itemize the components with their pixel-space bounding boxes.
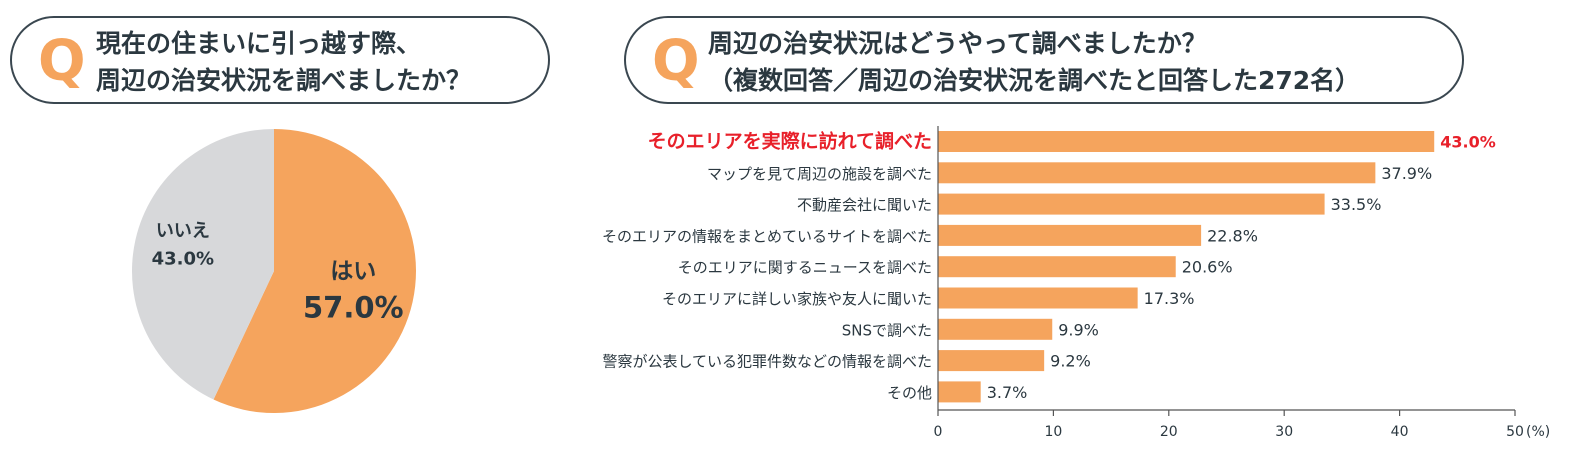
pie-slice-label: はい	[330, 258, 376, 284]
bar	[938, 162, 1376, 184]
x-tick-label: 50	[1506, 424, 1524, 440]
left-question-text: 現在の住まいに引っ越す際、 周辺の治安状況を調べましたか？	[96, 25, 471, 99]
value-label: 17.3%	[1144, 289, 1195, 308]
value-label: 9.2%	[1050, 352, 1091, 371]
value-label: 22.8%	[1207, 226, 1258, 245]
category-label: そのエリアに関するニュースを調べた	[678, 259, 932, 277]
value-label: 20.6%	[1182, 258, 1233, 277]
category-label: そのエリアの情報をまとめているサイトを調べた	[602, 227, 932, 245]
x-unit-label: (%)	[1526, 424, 1550, 440]
category-label: そのエリアを実際に訪れて調べた	[648, 130, 932, 153]
pie-slice-value: 57.0%	[303, 290, 404, 324]
bar	[938, 287, 1138, 309]
pie-slice-label: いいえ	[156, 220, 210, 241]
bar	[938, 193, 1325, 215]
bar	[938, 318, 1053, 340]
right-question-text: 周辺の治安状況はどうやって調べましたか？ （複数回答／周辺の治安状況を調べたと回…	[708, 25, 1360, 99]
category-label: 不動産会社に聞いた	[797, 196, 932, 214]
bar	[938, 224, 1202, 246]
category-label: そのエリアに詳しい家族や友人に聞いた	[662, 290, 932, 308]
bar	[938, 256, 1176, 278]
right-question-line2: （複数回答／周辺の治安状況を調べたと回答した272名）	[708, 66, 1361, 95]
bar	[938, 350, 1045, 372]
x-tick-label: 30	[1275, 424, 1293, 440]
category-label: 警察が公表している犯罪件数などの情報を調べた	[602, 353, 932, 371]
pie-chart: はい 57.0% いいえ 43.0%	[132, 129, 417, 413]
value-label: 3.7%	[987, 383, 1028, 402]
category-label: その他	[887, 384, 932, 402]
bar	[938, 131, 1435, 152]
right-question-box: Q 周辺の治安状況はどうやって調べましたか？ （複数回答／周辺の治安状況を調べた…	[624, 16, 1464, 104]
left-question-line2: 周辺の治安状況を調べましたか？	[96, 66, 472, 95]
left-question-box: Q 現在の住まいに引っ越す際、 周辺の治安状況を調べましたか？	[10, 16, 550, 104]
value-label: 33.5%	[1331, 195, 1382, 214]
category-label: SNSで調べた	[842, 321, 932, 339]
left-question-line1: 現在の住まいに引っ越す際、	[96, 29, 422, 58]
x-tick-label: 40	[1391, 424, 1409, 440]
pie-slice-0	[213, 129, 417, 413]
value-label: 43.0%	[1440, 133, 1496, 152]
q-mark-icon: Q	[652, 29, 700, 94]
bar	[938, 381, 981, 403]
x-tick-label: 20	[1160, 424, 1178, 440]
pie-slice-1	[132, 129, 274, 400]
q-mark-icon: Q	[38, 29, 86, 94]
value-label: 9.9%	[1058, 320, 1099, 339]
x-tick-label: 0	[934, 424, 943, 440]
pie-slice-value: 43.0%	[152, 248, 214, 269]
category-label: マップを見て周辺の施設を調べた	[707, 165, 932, 183]
value-label: 37.9%	[1381, 164, 1432, 183]
right-question-line1: 周辺の治安状況はどうやって調べましたか？	[708, 29, 1207, 58]
x-tick-label: 10	[1044, 424, 1062, 440]
